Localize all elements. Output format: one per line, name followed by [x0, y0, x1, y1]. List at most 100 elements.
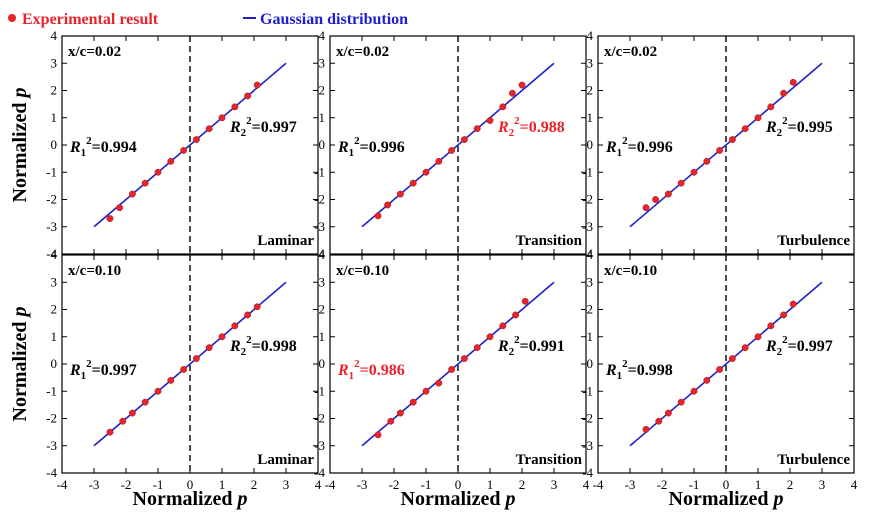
gaussian-line [361, 62, 555, 228]
x-tick-label: -1 [689, 477, 700, 492]
position-label: x/c=0.02 [336, 44, 389, 60]
data-point [154, 168, 162, 176]
x-tick-label: 0 [723, 477, 730, 492]
data-point [231, 322, 239, 330]
legend-marker-experimental [8, 14, 16, 22]
panel-3: 4 3 2 1 0 -1 -2 -3 -4 x/c=0.02 Turbulence R12=0.996… [582, 28, 855, 261]
r2-label: R22=0.995 [765, 115, 833, 139]
x-tick-label: 1 [487, 477, 494, 492]
data-point [767, 103, 775, 111]
data-point [642, 425, 650, 433]
y-tick-label: 4 [319, 28, 326, 43]
data-point [690, 387, 698, 395]
y-tick-label: 4 [587, 247, 594, 262]
y-tick-label: -1 [582, 164, 593, 179]
data-point [703, 376, 711, 384]
data-point [141, 179, 149, 187]
y-tick-label: 4 [51, 247, 58, 262]
r1-label: R12=0.986 [337, 358, 405, 382]
y-tick-label: 2 [51, 83, 58, 98]
data-point [435, 157, 443, 165]
data-point [374, 212, 382, 220]
data-point [741, 125, 749, 133]
x-tick-label: 4 [315, 477, 322, 492]
x-tick-label: -4 [57, 477, 68, 492]
y-tick-label: 3 [319, 55, 326, 70]
legend-label-experimental: Experimental result [22, 11, 159, 28]
data-point [167, 157, 175, 165]
data-point [409, 179, 417, 187]
y-tick-label: 0 [587, 137, 594, 152]
data-point [767, 322, 775, 330]
y-tick-label: -2 [314, 192, 325, 207]
data-point [473, 344, 481, 352]
data-point [218, 114, 226, 122]
y-tick-label: 2 [587, 302, 594, 317]
x-tick-label: 2 [251, 477, 258, 492]
x-tick-label: 3 [819, 477, 826, 492]
position-label: x/c=0.10 [336, 263, 389, 279]
x-tick-label: 3 [551, 477, 558, 492]
data-point [119, 417, 127, 425]
x-axis-title: Normalized p [133, 488, 248, 510]
axis-titles: Normalized p Normalized p Normalized p Norm… [9, 88, 783, 510]
y-tick-label: 3 [587, 274, 594, 289]
data-point [154, 387, 162, 395]
y-tick-label: 1 [587, 110, 594, 125]
y-tick-label: -1 [46, 383, 57, 398]
data-point [422, 387, 430, 395]
y-tick-label: -4 [314, 246, 325, 261]
data-point [499, 322, 507, 330]
data-point [128, 190, 136, 198]
r1-label: R12=0.998 [605, 358, 673, 382]
r2-label: R22=0.998 [229, 334, 297, 358]
data-point [180, 366, 188, 373]
data-point [716, 147, 723, 154]
data-point [128, 409, 136, 417]
data-point [192, 355, 200, 362]
x-tick-label: 4 [583, 477, 590, 492]
x-tick-label: 2 [787, 477, 794, 492]
data-point [396, 409, 404, 417]
y-tick-label: 1 [319, 110, 326, 125]
regime-label: Transition [516, 233, 583, 249]
y-tick-label: 3 [319, 274, 326, 289]
data-point [690, 168, 698, 176]
y-tick-label: -1 [582, 383, 593, 398]
data-point [384, 201, 391, 209]
data-point [509, 89, 516, 97]
data-point [460, 355, 468, 362]
x-axis-title: Normalized p [401, 488, 516, 510]
r1-label: R12=0.996 [337, 135, 405, 159]
data-point [665, 409, 672, 417]
data-point [703, 157, 711, 165]
y-tick-label: 2 [319, 83, 326, 98]
y-tick-label: -3 [46, 219, 57, 234]
data-point [396, 190, 404, 198]
position-label: x/c=0.02 [604, 44, 657, 60]
data-point [789, 300, 797, 308]
y-tick-label: -3 [582, 219, 593, 234]
x-tick-label: -3 [357, 477, 368, 492]
x-tick-label: -3 [89, 477, 100, 492]
data-point [253, 303, 261, 311]
x-tick-label: -2 [657, 477, 668, 492]
data-point [789, 78, 797, 86]
y-tick-label: -2 [46, 411, 57, 426]
y-tick-label: 2 [319, 302, 326, 317]
x-tick-label: -1 [153, 477, 164, 492]
y-axis-title: Normalized p [9, 88, 31, 203]
r1-label: R12=0.997 [69, 358, 137, 382]
data-point [244, 92, 252, 100]
y-tick-label: -2 [582, 192, 593, 207]
legend-label-gaussian: Gaussian distribution [260, 11, 408, 28]
data-point [512, 311, 519, 319]
data-point [729, 136, 736, 143]
r1-label: R12=0.994 [69, 135, 137, 159]
data-point [473, 125, 481, 133]
data-point [218, 333, 226, 341]
gaussian-line [93, 62, 287, 228]
